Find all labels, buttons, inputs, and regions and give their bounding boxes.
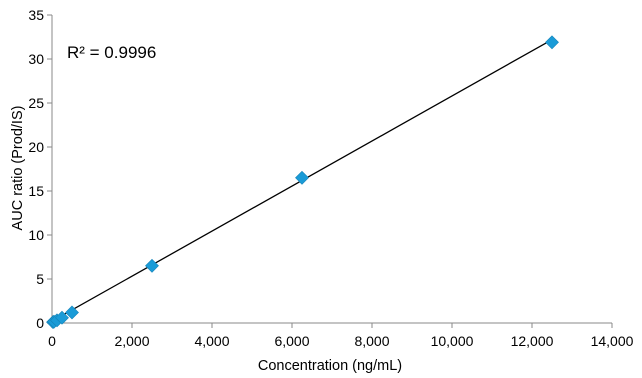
y-tick-label: 25 bbox=[28, 95, 44, 111]
x-tick-label: 0 bbox=[48, 333, 56, 349]
x-tick-label: 2,000 bbox=[114, 333, 149, 349]
x-tick-label: 14,000 bbox=[591, 333, 634, 349]
y-axis-title: AUC ratio (Prod/IS) bbox=[10, 106, 26, 231]
data-point bbox=[145, 258, 159, 273]
data-point bbox=[65, 305, 79, 320]
y-tick-label: 30 bbox=[28, 51, 44, 67]
data-points bbox=[46, 35, 559, 330]
y-tick-label: 0 bbox=[36, 315, 44, 331]
data-point bbox=[545, 35, 559, 50]
x-tick-label: 10,000 bbox=[431, 333, 474, 349]
x-tick-label: 6,000 bbox=[274, 333, 309, 349]
x-tick-label: 8,000 bbox=[354, 333, 389, 349]
y-tick-label: 15 bbox=[28, 183, 44, 199]
y-tick-label: 5 bbox=[36, 271, 44, 287]
x-axis-title: Concentration (ng/mL) bbox=[258, 358, 402, 374]
tick-labels: 0 5 10 15 20 25 30 35 0 2,000 4,000 6,000 8,000 10,00… bbox=[28, 7, 633, 349]
axes bbox=[47, 14, 613, 328]
data-point bbox=[295, 170, 309, 185]
data-point bbox=[55, 310, 69, 325]
y-tick-label: 35 bbox=[28, 7, 44, 23]
r-squared-annotation: R² = 0.9996 bbox=[67, 43, 156, 62]
x-tick-label: 12,000 bbox=[511, 333, 554, 349]
x-tick-label: 4,000 bbox=[194, 333, 229, 349]
y-tick-label: 20 bbox=[28, 139, 44, 155]
y-tick-label: 10 bbox=[28, 227, 44, 243]
